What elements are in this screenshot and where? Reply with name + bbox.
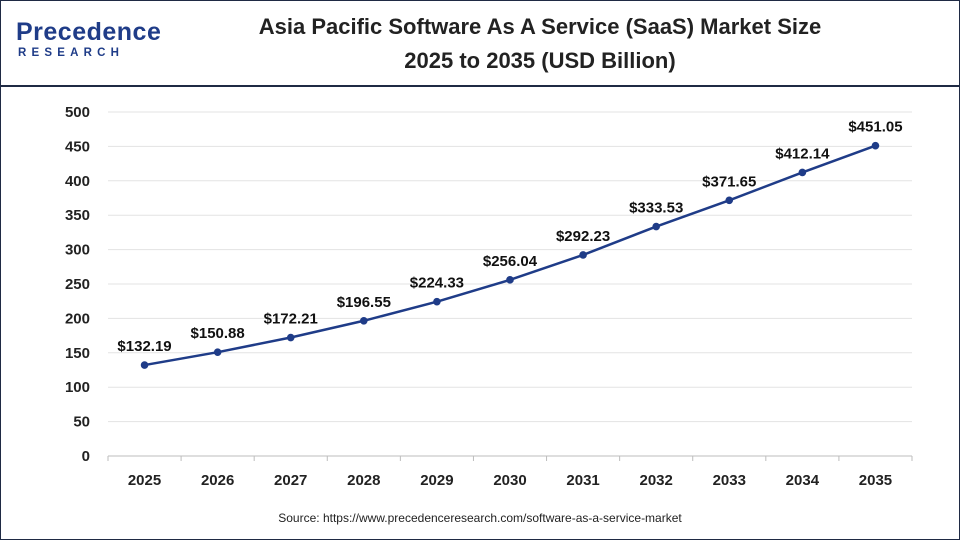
data-point (506, 276, 514, 284)
data-point (798, 168, 807, 177)
x-tick-label: 2027 (274, 472, 307, 489)
data-label: $132.19 (117, 338, 171, 355)
x-tick-label: 2031 (566, 472, 599, 489)
y-tick-label: 350 (65, 207, 90, 224)
y-tick-label: 0 (82, 448, 90, 465)
data-label: $256.04 (483, 253, 538, 270)
y-tick-label: 50 (73, 414, 90, 431)
data-label: $292.23 (556, 228, 610, 245)
x-tick-label: 2032 (639, 472, 672, 489)
data-point (213, 348, 222, 356)
chart-title-line1: Asia Pacific Software As A Service (SaaS… (258, 14, 822, 39)
header-divider (1, 85, 959, 87)
line-chart: 0 50 100 150 200 250 300 350 400 450 500 2025 2026 20… (65, 104, 913, 489)
x-tick-label: 2025 (128, 472, 161, 489)
y-tick-label: 200 (65, 310, 90, 327)
data-point (360, 316, 368, 325)
y-tick-label: 300 (65, 242, 90, 259)
logo-main-text: Precedence (16, 18, 162, 46)
x-tick-label: 2028 (347, 472, 380, 489)
data-label: $333.53 (629, 200, 683, 217)
data-label: $451.05 (848, 119, 902, 136)
y-tick-label: 100 (65, 379, 90, 396)
data-label: $412.14 (775, 145, 830, 162)
data-point (579, 251, 587, 259)
y-tick-label: 500 (65, 104, 90, 121)
data-point (140, 361, 149, 369)
data-point (871, 141, 880, 150)
y-tick-label: 450 (65, 138, 90, 155)
source-note: Source: https://www.precedenceresearch.c… (278, 511, 682, 525)
logo-sub-text: RESEARCH (18, 47, 125, 59)
x-tick-label: 2033 (713, 472, 746, 489)
x-tick-label: 2029 (420, 472, 453, 489)
brand-logo: Precedence RESEARCH (16, 18, 166, 68)
data-point (433, 297, 441, 306)
y-tick-label: 250 (65, 276, 90, 293)
x-tick-label: 2034 (786, 472, 820, 489)
data-label: $196.55 (337, 294, 391, 311)
data-label: $150.88 (191, 325, 245, 342)
data-label: $172.21 (264, 311, 318, 328)
x-tick-label: 2030 (493, 472, 526, 489)
data-point (652, 222, 660, 231)
chart-title-line2: 2025 to 2035 (USD Billion) (404, 48, 676, 73)
x-tick-label: 2035 (859, 472, 892, 489)
header: Precedence RESEARCH Asia Pacific Softwar… (0, 0, 960, 86)
y-tick-label: 400 (65, 173, 90, 190)
data-label: $224.33 (410, 275, 464, 292)
y-tick-label: 150 (65, 345, 90, 362)
chart-title: Asia Pacific Software As A Service (SaaS… (230, 10, 850, 78)
data-point (286, 333, 295, 342)
x-tick-label: 2026 (201, 472, 234, 489)
data-label: $371.65 (702, 173, 756, 190)
data-point (725, 196, 734, 205)
